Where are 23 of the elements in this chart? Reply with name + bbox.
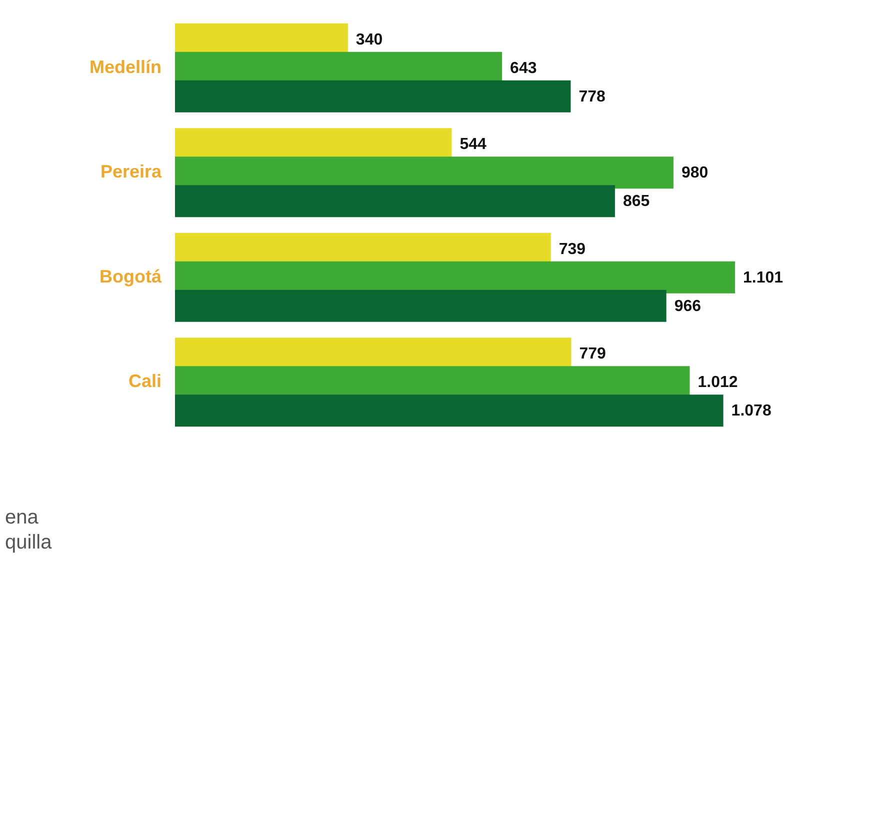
bar (175, 394, 724, 427)
bar (175, 80, 571, 112)
data-label: 779 (579, 346, 606, 363)
data-label: 1.012 (698, 374, 738, 392)
text: quilla (5, 532, 53, 554)
data-label: 739 (558, 240, 586, 258)
data-label: 778 (578, 88, 606, 106)
data-label: 1.101 (743, 269, 784, 286)
data-label: 1.078 (731, 402, 772, 420)
y-tick-label: Medellín (89, 56, 162, 77)
y-tick-label: Cali (128, 371, 162, 392)
y-tick-label: Bogotá (100, 266, 162, 286)
bar (175, 261, 735, 294)
data-label: 544 (460, 136, 486, 154)
data-label: 643 (510, 60, 537, 77)
data-label: 340 (356, 31, 383, 48)
data-label: 980 (681, 164, 708, 182)
data-label: 865 (622, 193, 650, 210)
y-tick-label: Pereira (100, 162, 162, 182)
bar (175, 290, 666, 322)
text: ena (5, 506, 40, 528)
bar (175, 185, 615, 218)
data-label: 966 (674, 298, 702, 315)
